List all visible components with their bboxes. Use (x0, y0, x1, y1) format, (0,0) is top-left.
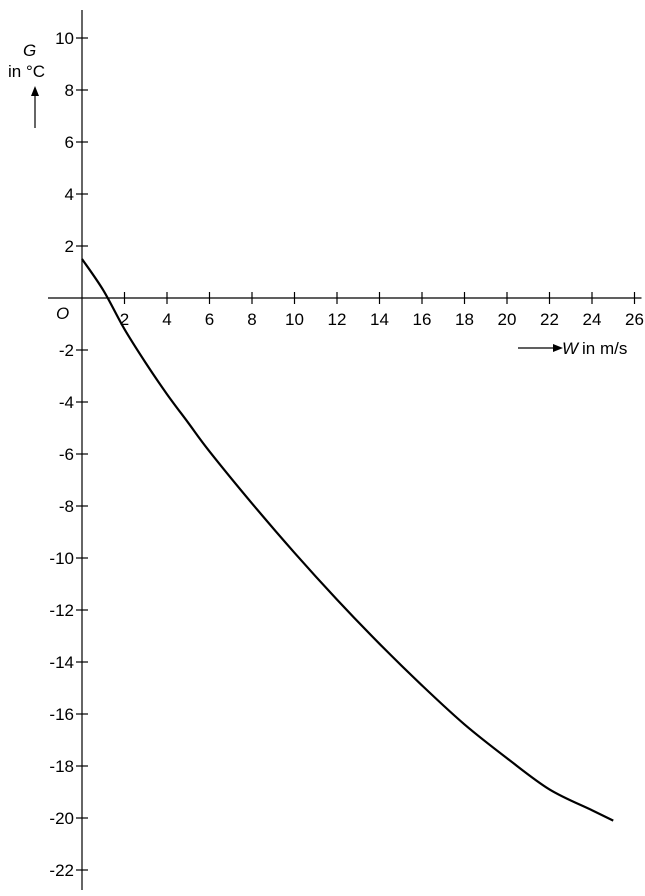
x-axis-variable: W (562, 339, 580, 358)
y-tick-label: -10 (49, 549, 74, 568)
x-tick-label: 8 (247, 310, 256, 329)
x-tick-label: 14 (370, 310, 389, 329)
origin-label: O (56, 304, 69, 323)
y-tick-label: 2 (65, 237, 74, 256)
y-tick-label: -20 (49, 809, 74, 828)
y-tick-label: 8 (65, 81, 74, 100)
y-axis-arrow-icon (31, 86, 39, 128)
x-tick-label: 24 (583, 310, 602, 329)
y-tick-label: -2 (59, 341, 74, 360)
x-tick-label: 6 (205, 310, 214, 329)
x-tick-label: 20 (498, 310, 517, 329)
x-tick-label: 12 (328, 310, 347, 329)
y-axis-unit: in °C (8, 62, 45, 81)
x-tick-label: 18 (455, 310, 474, 329)
y-tick-label: -14 (49, 653, 74, 672)
y-ticks: 10 8 6 4 2 -2 -4 -6 -8 -10 -12 -14 -16 -18 -20 -22 (49, 29, 88, 880)
y-tick-label: -6 (59, 445, 74, 464)
axes (48, 10, 642, 890)
y-tick-label: 10 (55, 29, 74, 48)
x-tick-label: 2 (120, 310, 129, 329)
y-tick-label: 6 (65, 133, 74, 152)
x-axis-title: W in m/s (518, 339, 627, 358)
data-series-line (81, 258, 614, 822)
y-tick-label: -8 (59, 497, 74, 516)
x-tick-label: 4 (162, 310, 171, 329)
y-tick-label: -12 (49, 601, 74, 620)
y-tick-label: -18 (49, 757, 74, 776)
y-tick-label: -16 (49, 705, 74, 724)
x-axis-unit: in m/s (582, 339, 627, 358)
x-tick-label: 10 (285, 310, 304, 329)
y-tick-label: 4 (65, 185, 74, 204)
x-ticks: 2 4 6 8 10 12 14 16 18 20 22 24 26 (120, 292, 644, 329)
y-axis-variable: G (23, 41, 36, 60)
y-tick-label: -4 (59, 393, 74, 412)
x-tick-label: 16 (413, 310, 432, 329)
y-tick-label: -22 (49, 861, 74, 880)
x-tick-label: 22 (540, 310, 559, 329)
x-axis-arrow-icon (518, 344, 563, 352)
x-tick-label: 26 (625, 310, 644, 329)
y-axis-title: G in °C (8, 41, 45, 128)
